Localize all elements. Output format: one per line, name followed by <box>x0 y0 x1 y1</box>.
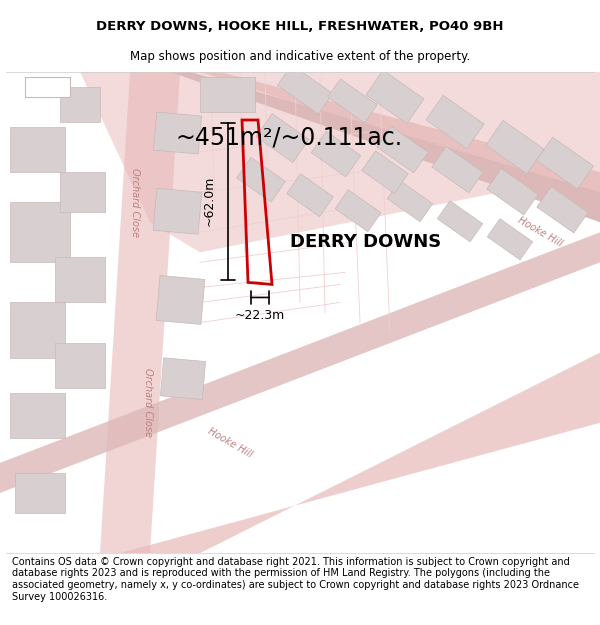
Polygon shape <box>256 114 309 162</box>
Polygon shape <box>154 112 202 154</box>
Polygon shape <box>328 79 377 123</box>
Text: ~451m²/~0.111ac.: ~451m²/~0.111ac. <box>175 125 402 149</box>
Text: ~22.3m: ~22.3m <box>235 309 285 322</box>
Polygon shape <box>0 352 600 553</box>
Text: Map shows position and indicative extent of the property.: Map shows position and indicative extent… <box>130 50 470 63</box>
Polygon shape <box>362 151 408 194</box>
Polygon shape <box>55 258 105 302</box>
Polygon shape <box>537 186 588 233</box>
Polygon shape <box>25 77 70 97</box>
Polygon shape <box>335 190 381 232</box>
Polygon shape <box>277 65 332 114</box>
Text: DERRY DOWNS, HOOKE HILL, FRESHWATER, PO40 9BH: DERRY DOWNS, HOOKE HILL, FRESHWATER, PO4… <box>96 20 504 33</box>
Polygon shape <box>236 158 286 202</box>
Polygon shape <box>426 95 484 149</box>
Polygon shape <box>388 181 433 222</box>
Polygon shape <box>100 72 180 553</box>
Polygon shape <box>160 358 206 399</box>
Text: Orchard Close: Orchard Close <box>130 168 140 237</box>
Polygon shape <box>377 126 428 173</box>
Polygon shape <box>311 131 361 177</box>
Polygon shape <box>487 219 533 260</box>
Polygon shape <box>486 121 544 174</box>
Text: Contains OS data © Crown copyright and database right 2021. This information is : Contains OS data © Crown copyright and d… <box>12 557 579 601</box>
Polygon shape <box>10 202 70 262</box>
Polygon shape <box>153 188 202 234</box>
Polygon shape <box>15 473 65 513</box>
Polygon shape <box>200 72 600 202</box>
Polygon shape <box>432 146 483 193</box>
Text: Hooke Hill: Hooke Hill <box>206 426 254 459</box>
Polygon shape <box>366 70 424 124</box>
Polygon shape <box>55 342 105 388</box>
Text: DERRY DOWNS: DERRY DOWNS <box>290 233 441 251</box>
Polygon shape <box>437 201 482 242</box>
Polygon shape <box>287 174 333 216</box>
Polygon shape <box>10 127 65 172</box>
Polygon shape <box>487 169 538 215</box>
Polygon shape <box>0 232 600 493</box>
Text: Orchard Close: Orchard Close <box>143 368 153 438</box>
Polygon shape <box>10 392 65 438</box>
Polygon shape <box>80 72 600 253</box>
Text: ~62.0m: ~62.0m <box>203 176 216 226</box>
Text: Hooke Hill: Hooke Hill <box>516 216 564 249</box>
Polygon shape <box>60 172 105 212</box>
Polygon shape <box>536 138 593 189</box>
Polygon shape <box>200 77 255 112</box>
Polygon shape <box>10 302 65 358</box>
Polygon shape <box>170 72 600 222</box>
Polygon shape <box>60 87 100 122</box>
Polygon shape <box>156 276 205 324</box>
